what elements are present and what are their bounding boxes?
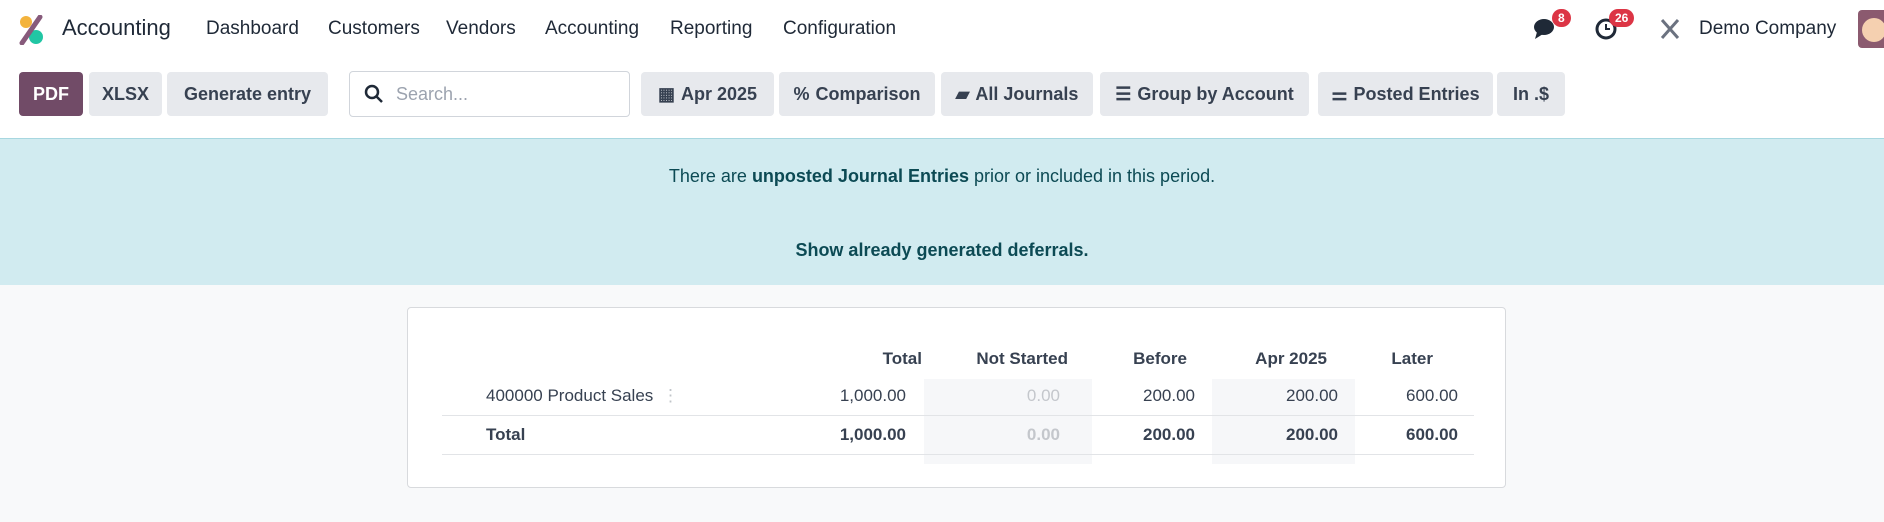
posted-entries-button[interactable]: ⚌ Posted Entries xyxy=(1318,72,1493,116)
cell-later: 600.00 xyxy=(1406,386,1458,405)
menu-reporting[interactable]: Reporting xyxy=(670,18,753,39)
deferral-report: Total Not Started Before Apr 2025 Later … xyxy=(407,307,1506,488)
percent-icon: % xyxy=(793,83,810,104)
shaded-column xyxy=(924,379,1092,464)
search-input[interactable] xyxy=(396,83,616,105)
col-header-total: Total xyxy=(882,349,922,368)
clock-icon xyxy=(1595,18,1617,40)
total-later: 600.00 xyxy=(1406,425,1458,444)
calendar-icon: ▦ xyxy=(657,83,675,104)
app-name[interactable]: Accounting xyxy=(62,15,171,40)
date-filter-label: Apr 2025 xyxy=(680,83,758,104)
comparison-button[interactable]: % Comparison xyxy=(779,72,935,116)
messages-button[interactable]: 8 xyxy=(1533,9,1571,45)
search-icon xyxy=(364,84,383,103)
posted-entries-label: Posted Entries xyxy=(1353,83,1480,104)
warning-text: There are unposted Journal Entries prior… xyxy=(668,166,1216,186)
show-deferrals-link[interactable]: Show already generated deferrals. xyxy=(795,240,1089,260)
menu-dashboard[interactable]: Dashboard xyxy=(206,18,299,39)
menu-vendors[interactable]: Vendors xyxy=(446,18,516,39)
col-header-later: Later xyxy=(1391,349,1433,368)
cell-before: 200.00 xyxy=(1143,386,1195,405)
search-box xyxy=(349,71,630,117)
activities-badge: 26 xyxy=(1609,9,1635,27)
top-navbar: Accounting Dashboard Customers Vendors A… xyxy=(0,0,1884,58)
generate-entry-button[interactable]: Generate entry xyxy=(167,72,328,116)
pdf-button[interactable]: PDF xyxy=(19,72,83,116)
menu-customers[interactable]: Customers xyxy=(328,18,420,39)
avatar[interactable] xyxy=(1858,10,1884,48)
row-menu-icon[interactable]: ⋮ xyxy=(662,386,679,405)
cell-total: 1,000.00 xyxy=(839,386,906,405)
app-logo-icon[interactable] xyxy=(18,15,46,45)
col-header-apr-2025: Apr 2025 xyxy=(1255,349,1327,368)
menu-accounting[interactable]: Accounting xyxy=(545,18,640,39)
shaded-column xyxy=(1212,379,1355,464)
total-before: 200.00 xyxy=(1143,425,1195,444)
tools-icon[interactable] xyxy=(1659,17,1681,41)
menu-configuration[interactable]: Configuration xyxy=(783,18,897,39)
comparison-label: Comparison xyxy=(815,83,921,104)
total-not-started: 0.00 xyxy=(1026,425,1060,444)
total-label: Total xyxy=(486,425,526,444)
list-icon: ☰ xyxy=(1115,83,1132,104)
row-divider xyxy=(442,415,1474,416)
row-divider xyxy=(442,454,1474,455)
total-total: 1,000.00 xyxy=(839,425,906,444)
group-by-button[interactable]: ☰ Group by Account xyxy=(1100,72,1309,116)
cell-not-started: 0.00 xyxy=(1026,386,1060,405)
activities-button[interactable]: 26 xyxy=(1595,9,1635,45)
chat-icon xyxy=(1534,19,1554,39)
total-apr-2025: 200.00 xyxy=(1286,425,1338,444)
date-filter-button[interactable]: ▦ Apr 2025 xyxy=(641,72,774,116)
xlsx-button[interactable]: XLSX xyxy=(89,72,162,116)
group-by-label: Group by Account xyxy=(1137,83,1294,104)
col-header-before: Before xyxy=(1133,349,1187,368)
messages-badge: 8 xyxy=(1552,9,1571,27)
journals-button[interactable]: ▰ All Journals xyxy=(941,72,1093,116)
currency-button[interactable]: In .$ xyxy=(1497,72,1565,116)
sliders-icon: ⚌ xyxy=(1331,83,1348,104)
col-header-not-started: Not Started xyxy=(976,349,1068,368)
control-panel: PDF XLSX Generate entry ▦Apr 2025 %Compa… xyxy=(0,58,1884,138)
unposted-warning-banner: There are unposted Journal Entries prior… xyxy=(0,138,1884,285)
account-label[interactable]: 400000 Product Sales xyxy=(486,386,654,405)
unposted-entries-link[interactable]: unposted Journal Entries xyxy=(751,166,969,186)
journals-label: All Journals xyxy=(975,83,1079,104)
book-icon: ▰ xyxy=(955,83,970,104)
cell-apr-2025: 200.00 xyxy=(1286,386,1338,405)
company-switcher[interactable]: Demo Company xyxy=(1699,18,1837,39)
